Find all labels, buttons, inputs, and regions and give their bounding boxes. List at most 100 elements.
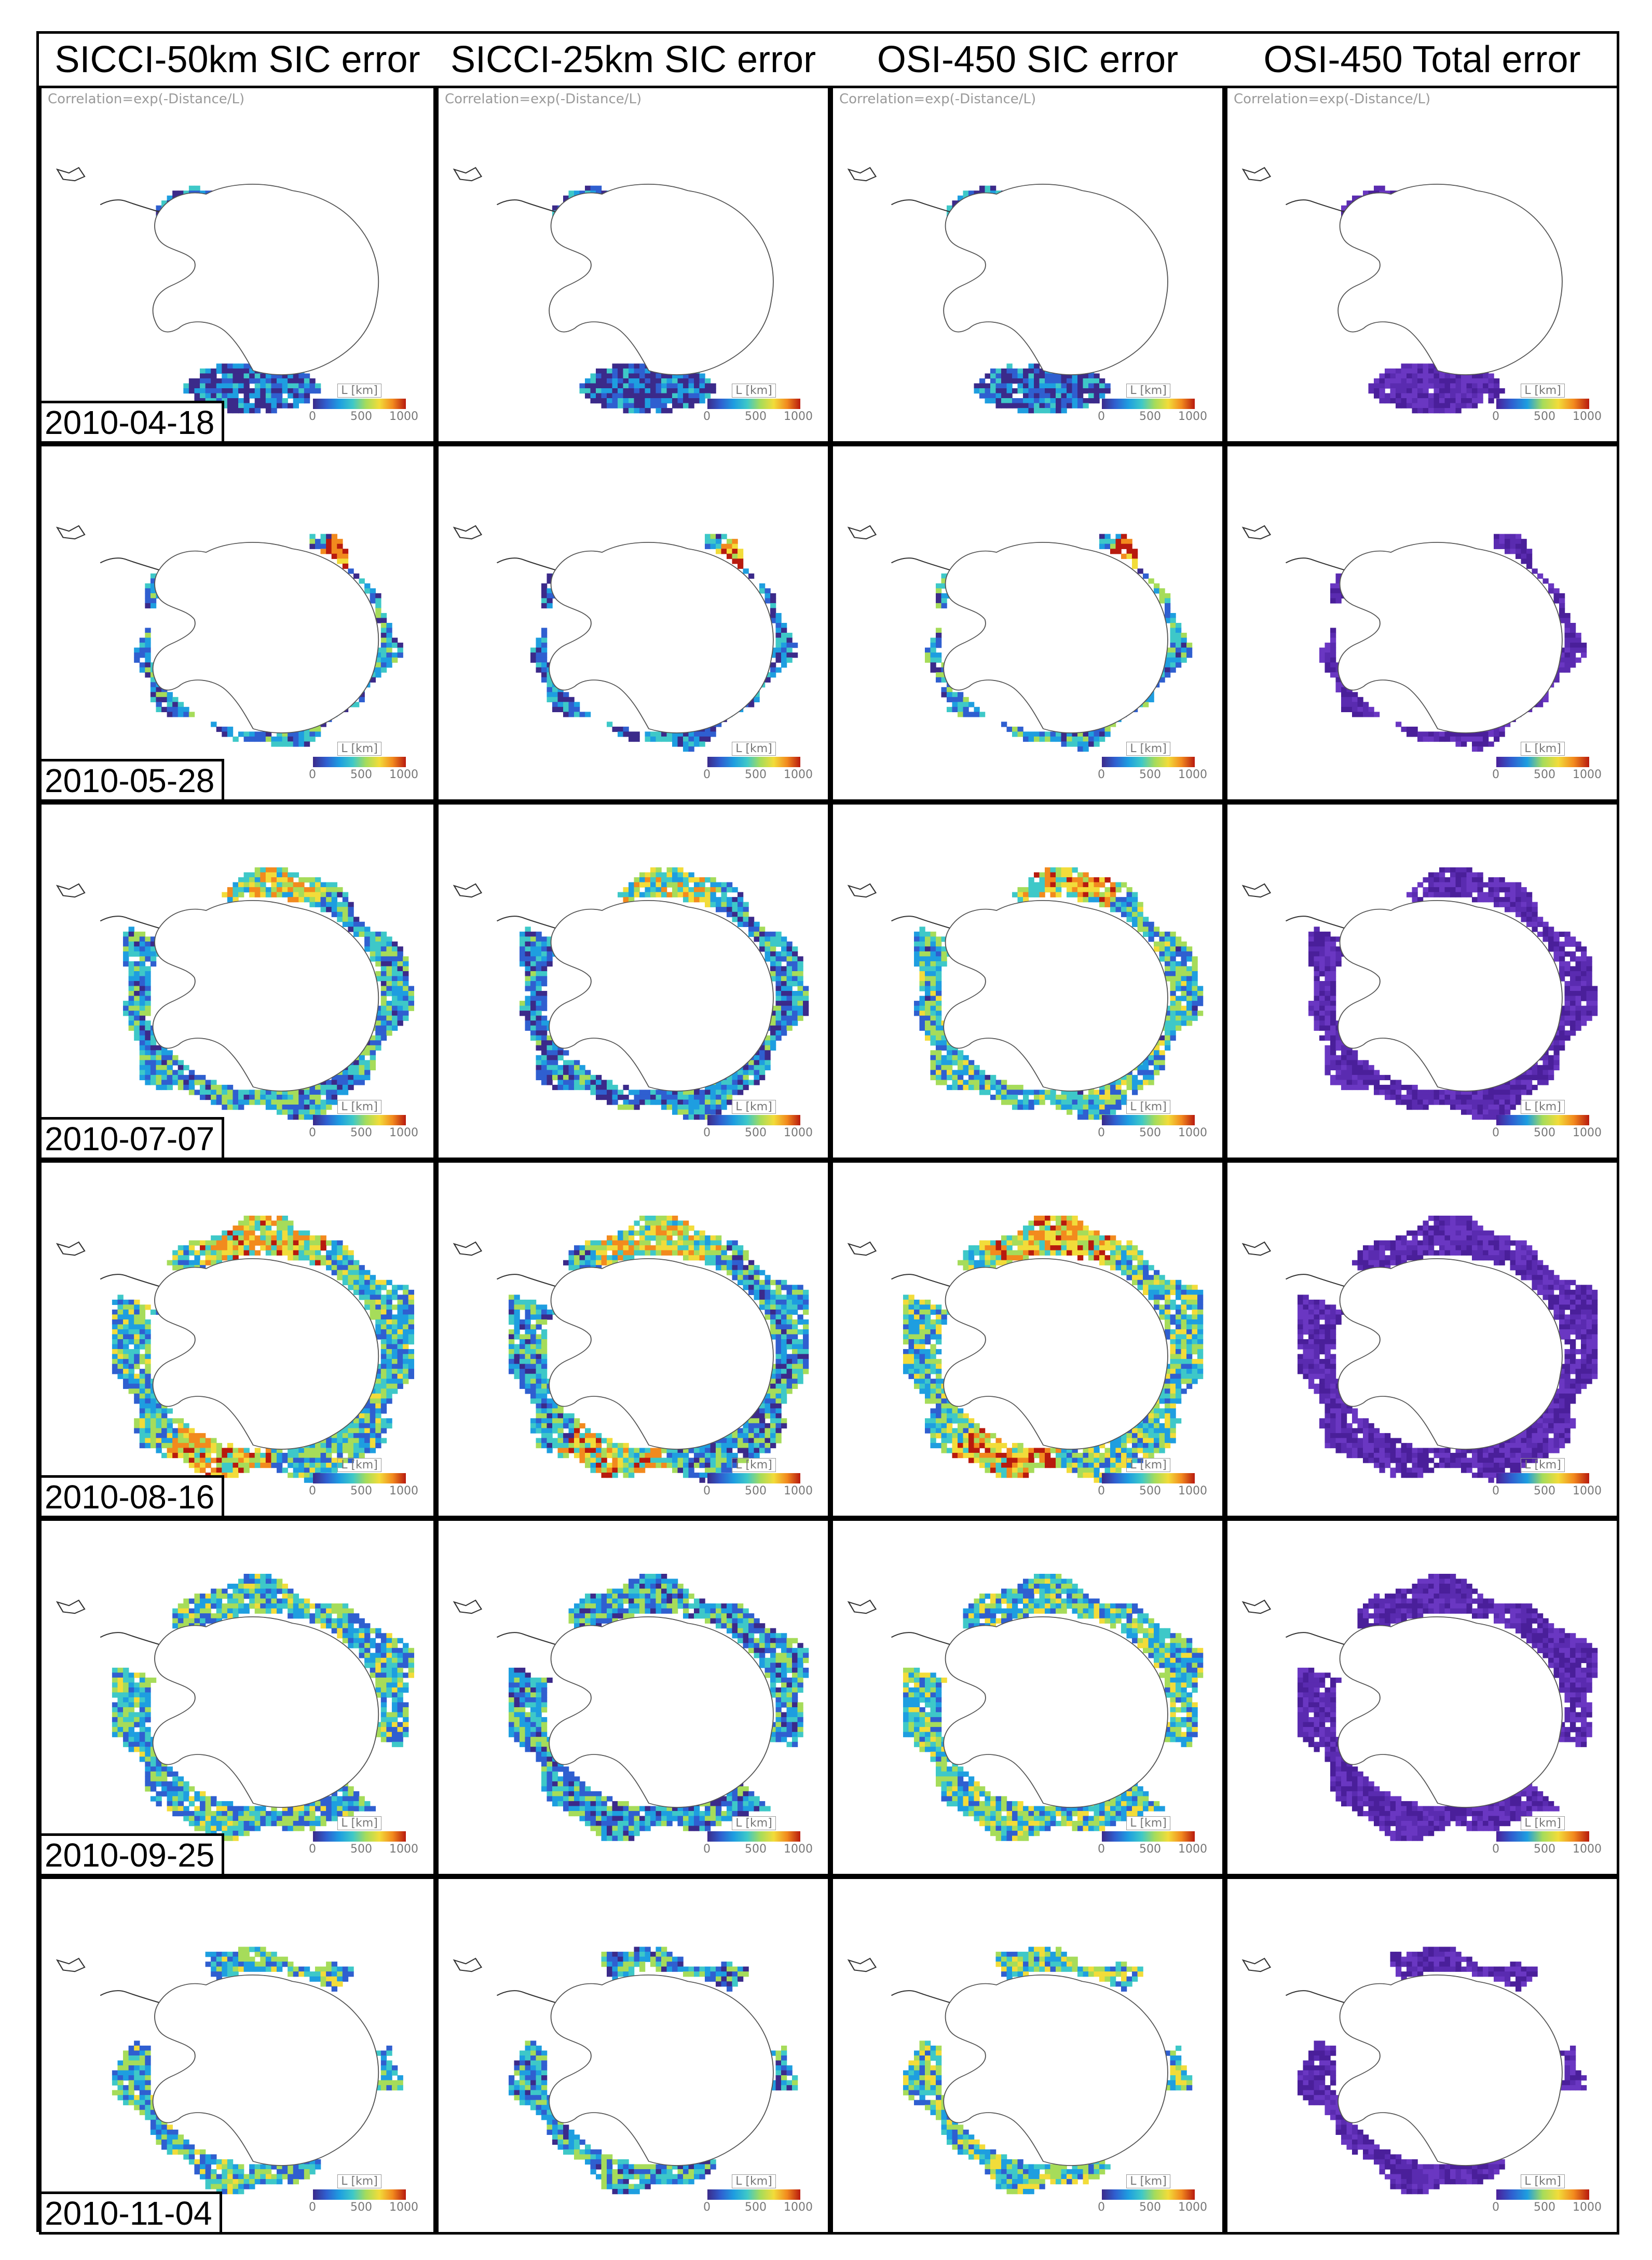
- sea-ice-field: [1298, 1946, 1587, 2195]
- figure-grid: SICCI-50km SIC error SICCI-25km SIC error…: [36, 31, 1619, 2235]
- colorbar-ramp: [1496, 757, 1589, 767]
- south-america-outline: [1241, 883, 1272, 898]
- map-panel: L [km] 0 500 1000 2010-08-16: [39, 1160, 436, 1518]
- colorbar-tick: 0: [1098, 1126, 1105, 1139]
- south-america-outline: [56, 1241, 86, 1256]
- antarctica-outline: [549, 1258, 774, 1450]
- colorbar: L [km] 0 500 1000: [703, 742, 813, 784]
- colorbar-tick: 0: [309, 1126, 316, 1139]
- colorbar-tick: 0: [703, 410, 711, 423]
- map-panel: Correlation=exp(-Distance/L) L [km] 0 500 10…: [1225, 86, 1619, 444]
- peninsula-outline: [496, 557, 556, 570]
- colorbar-ramp: [1102, 399, 1195, 409]
- antarctic-map: [56, 867, 415, 1120]
- colorbar-tick: 0: [309, 768, 316, 781]
- colorbar-tick: 500: [1534, 2201, 1555, 2214]
- colorbar-ramp: [1102, 1115, 1195, 1125]
- antarctica-outline: [1337, 184, 1563, 375]
- map-panel: Correlation=exp(-Distance/L) L [km] 0 500 10…: [436, 86, 830, 444]
- colorbar-tick: 1000: [1178, 1126, 1207, 1139]
- antarctica-outline: [943, 184, 1168, 375]
- colorbar-tick: 500: [1534, 1485, 1555, 1497]
- south-america-outline: [453, 883, 483, 898]
- colorbar-tick: 1000: [784, 1485, 813, 1497]
- colorbar-tick: 0: [1098, 2201, 1105, 2214]
- map-panel: L [km] 0 500 1000: [830, 802, 1225, 1160]
- south-america-outline: [847, 525, 877, 540]
- antarctic-map: [847, 1216, 1204, 1483]
- peninsula-outline: [496, 1990, 556, 2003]
- colorbar-tick: 1000: [1178, 410, 1207, 423]
- colorbar: L [km] 0 500 1000: [309, 1100, 418, 1142]
- correlation-label: Correlation=exp(-Distance/L): [839, 91, 1036, 107]
- colorbar-ramp: [313, 1473, 406, 1483]
- antarctica-outline: [943, 1975, 1168, 2166]
- colorbar: L [km] 0 500 1000: [1098, 1458, 1207, 1500]
- south-america-outline: [847, 883, 877, 898]
- south-america-outline: [56, 1599, 86, 1614]
- colorbar-tick: 500: [745, 768, 767, 781]
- colorbar-tick: 1000: [1573, 768, 1602, 781]
- colorbar-ramp: [313, 1115, 406, 1125]
- antarctic-map: [847, 1574, 1204, 1841]
- colorbar-tick: 0: [1098, 1485, 1105, 1497]
- antarctica-outline: [152, 1616, 379, 1808]
- colorbar-tick: 1000: [1178, 1843, 1207, 1856]
- antarctica-outline: [1337, 1616, 1563, 1808]
- antarctica-outline: [152, 1258, 379, 1450]
- colorbar-tick: 500: [745, 410, 767, 423]
- antarctic-map: [56, 1946, 403, 2195]
- sea-ice-field: [1298, 1574, 1598, 1841]
- colorbar: L [km] 0 500 1000: [1492, 1816, 1602, 1858]
- map-panel: L [km] 0 500 1000 2010-11-04: [39, 1876, 436, 2235]
- colorbar: L [km] 0 500 1000: [1492, 1100, 1602, 1142]
- map-panel: L [km] 0 500 1000: [436, 444, 830, 802]
- colorbar-tick: 0: [1492, 2201, 1499, 2214]
- colorbar: L [km] 0 500 1000: [1098, 1816, 1207, 1858]
- peninsula-outline: [496, 1632, 556, 1645]
- colorbar-tick: 0: [703, 2201, 711, 2214]
- antarctic-map: [56, 1574, 415, 1841]
- antarctica-outline: [549, 542, 774, 733]
- colorbar-label: L [km]: [1098, 742, 1199, 756]
- antarctic-map: [56, 167, 379, 414]
- colorbar-tick: 500: [745, 1843, 767, 1856]
- colorbar-tick: 1000: [389, 410, 418, 423]
- colorbar-ramp: [1496, 1831, 1589, 1842]
- antarctica-outline: [152, 542, 379, 733]
- colorbar-label: L [km]: [703, 1458, 804, 1472]
- antarctic-map: [453, 167, 774, 414]
- colorbar: L [km] 0 500 1000: [1098, 2174, 1207, 2216]
- colorbar-label: L [km]: [309, 384, 410, 398]
- antarctica-outline: [943, 1616, 1168, 1808]
- colorbar-tick: 1000: [784, 1126, 813, 1139]
- south-america-outline: [847, 167, 877, 182]
- colorbar: L [km] 0 500 1000: [703, 1458, 813, 1500]
- colorbar-ramp: [1102, 1831, 1195, 1842]
- south-america-outline: [1241, 167, 1272, 182]
- colorbar-tick: 500: [1139, 768, 1161, 781]
- colorbar-ramp: [313, 1831, 406, 1842]
- antarctica-outline: [152, 1975, 379, 2166]
- colorbar-tick: 0: [1492, 1126, 1499, 1139]
- peninsula-outline: [100, 1632, 159, 1645]
- peninsula-outline: [100, 557, 159, 570]
- colorbar-label: L [km]: [1098, 384, 1199, 398]
- colorbar: L [km] 0 500 1000: [1098, 1100, 1207, 1142]
- colorbar-tick: 0: [309, 1843, 316, 1856]
- colorbar-tick: 500: [1139, 1126, 1161, 1139]
- south-america-outline: [847, 1957, 877, 1972]
- colorbar-ramp: [1496, 1115, 1589, 1125]
- colorbar-ramp: [707, 757, 800, 767]
- map-panel: L [km] 0 500 1000: [830, 444, 1225, 802]
- sea-ice-field: [903, 1216, 1204, 1483]
- colorbar-tick: 1000: [389, 1843, 418, 1856]
- antarctica-outline: [943, 1258, 1168, 1450]
- colorbar-tick: 500: [350, 410, 372, 423]
- colorbar-tick: 0: [1492, 410, 1499, 423]
- colorbar: L [km] 0 500 1000: [703, 1816, 813, 1858]
- colorbar-tick: 500: [1534, 1843, 1555, 1856]
- colorbar-ramp: [1496, 399, 1589, 409]
- colorbar-label: L [km]: [309, 1816, 410, 1830]
- antarctic-map: [1241, 167, 1563, 414]
